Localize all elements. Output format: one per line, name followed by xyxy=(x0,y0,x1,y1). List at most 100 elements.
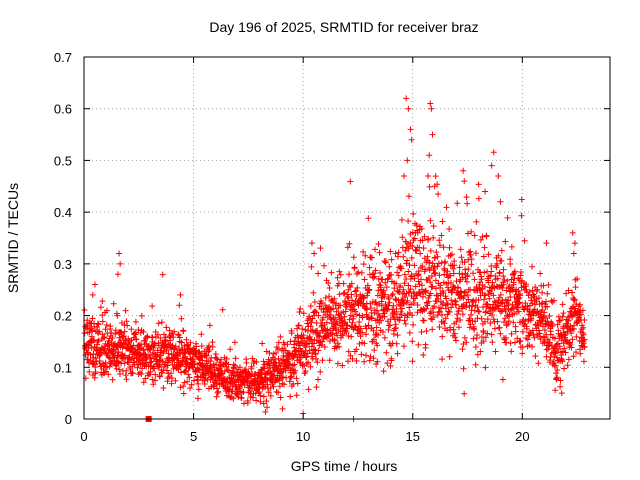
data-point xyxy=(281,381,288,388)
data-point xyxy=(497,291,504,298)
data-point xyxy=(223,355,230,362)
data-point xyxy=(410,321,417,328)
data-point xyxy=(392,324,399,331)
data-point xyxy=(213,362,220,369)
data-point xyxy=(206,322,213,329)
data-point xyxy=(571,297,578,304)
data-point xyxy=(123,367,130,374)
data-point xyxy=(572,284,579,291)
data-point xyxy=(168,370,175,377)
data-point xyxy=(99,298,106,305)
data-point xyxy=(397,282,404,289)
x-tick-label: 0 xyxy=(80,429,87,444)
data-point xyxy=(358,351,365,358)
data-point xyxy=(391,285,398,292)
data-point xyxy=(160,384,167,391)
y-tick-label: 0.1 xyxy=(54,360,72,375)
data-point xyxy=(509,287,516,294)
data-point xyxy=(364,290,371,297)
data-point xyxy=(424,302,431,309)
data-point xyxy=(186,350,193,357)
data-point xyxy=(381,334,388,341)
data-point xyxy=(214,385,221,392)
data-point xyxy=(94,338,101,345)
data-point xyxy=(152,377,159,384)
data-point xyxy=(441,267,448,274)
data-point xyxy=(521,237,528,244)
data-point xyxy=(383,349,390,356)
y-axis-label: SRMTID / TECUs xyxy=(5,183,21,293)
y-tick-label: 0.2 xyxy=(54,309,72,324)
data-point xyxy=(425,172,432,179)
data-point xyxy=(176,302,183,309)
data-point xyxy=(97,350,104,357)
data-point xyxy=(427,217,434,224)
data-point xyxy=(577,301,584,308)
data-point xyxy=(345,358,352,365)
data-point xyxy=(552,387,559,394)
data-point xyxy=(375,241,382,248)
data-point xyxy=(374,358,381,365)
data-point xyxy=(183,355,190,362)
data-point xyxy=(165,354,172,361)
data-point xyxy=(308,240,315,247)
data-point xyxy=(553,370,560,377)
data-point xyxy=(353,357,360,364)
data-point xyxy=(358,269,365,276)
data-point xyxy=(403,260,410,267)
data-point xyxy=(266,349,273,356)
data-point xyxy=(183,336,190,343)
data-point xyxy=(114,358,121,365)
data-point xyxy=(340,280,347,287)
data-point xyxy=(427,247,434,254)
axes: 0 0.1 0.2 0.3 0.4 0.5 0.6 0.7 0 5 10 15 20 xyxy=(54,50,610,444)
data-point xyxy=(225,361,232,368)
data-point xyxy=(549,323,556,330)
data-point xyxy=(372,267,379,274)
data-point xyxy=(477,286,484,293)
data-point xyxy=(345,348,352,355)
data-point xyxy=(434,253,441,260)
data-point xyxy=(519,350,526,357)
data-point xyxy=(366,264,373,271)
data-point xyxy=(458,254,465,261)
data-point xyxy=(376,249,383,256)
data-point xyxy=(405,105,412,112)
data-point xyxy=(558,351,565,358)
data-point xyxy=(516,338,523,345)
data-point xyxy=(432,277,439,284)
data-point xyxy=(436,308,443,315)
data-point xyxy=(318,300,325,307)
data-point xyxy=(337,302,344,309)
data-point xyxy=(539,289,546,296)
data-point xyxy=(88,344,95,351)
data-point xyxy=(161,363,168,370)
data-point xyxy=(86,368,93,375)
data-point xyxy=(575,303,582,310)
chart-title: Day 196 of 2025, SRMTID for receiver bra… xyxy=(209,19,478,35)
data-point xyxy=(190,364,197,371)
data-point xyxy=(353,311,360,318)
data-point xyxy=(341,313,348,320)
data-point xyxy=(327,312,334,319)
data-point xyxy=(537,270,544,277)
data-point xyxy=(191,360,198,367)
data-point xyxy=(528,315,535,322)
data-point xyxy=(257,369,264,376)
data-point xyxy=(429,283,436,290)
data-point xyxy=(285,356,292,363)
data-point xyxy=(141,350,148,357)
data-point xyxy=(420,245,427,252)
data-point xyxy=(448,304,455,311)
data-point xyxy=(310,289,317,296)
data-point xyxy=(308,319,315,326)
data-point xyxy=(230,365,237,372)
data-point xyxy=(379,328,386,335)
data-point xyxy=(411,275,418,282)
data-point xyxy=(452,297,459,304)
data-point xyxy=(512,339,519,346)
data-point xyxy=(452,334,459,341)
data-point xyxy=(457,317,464,324)
data-point xyxy=(519,344,526,351)
data-point xyxy=(504,214,511,221)
